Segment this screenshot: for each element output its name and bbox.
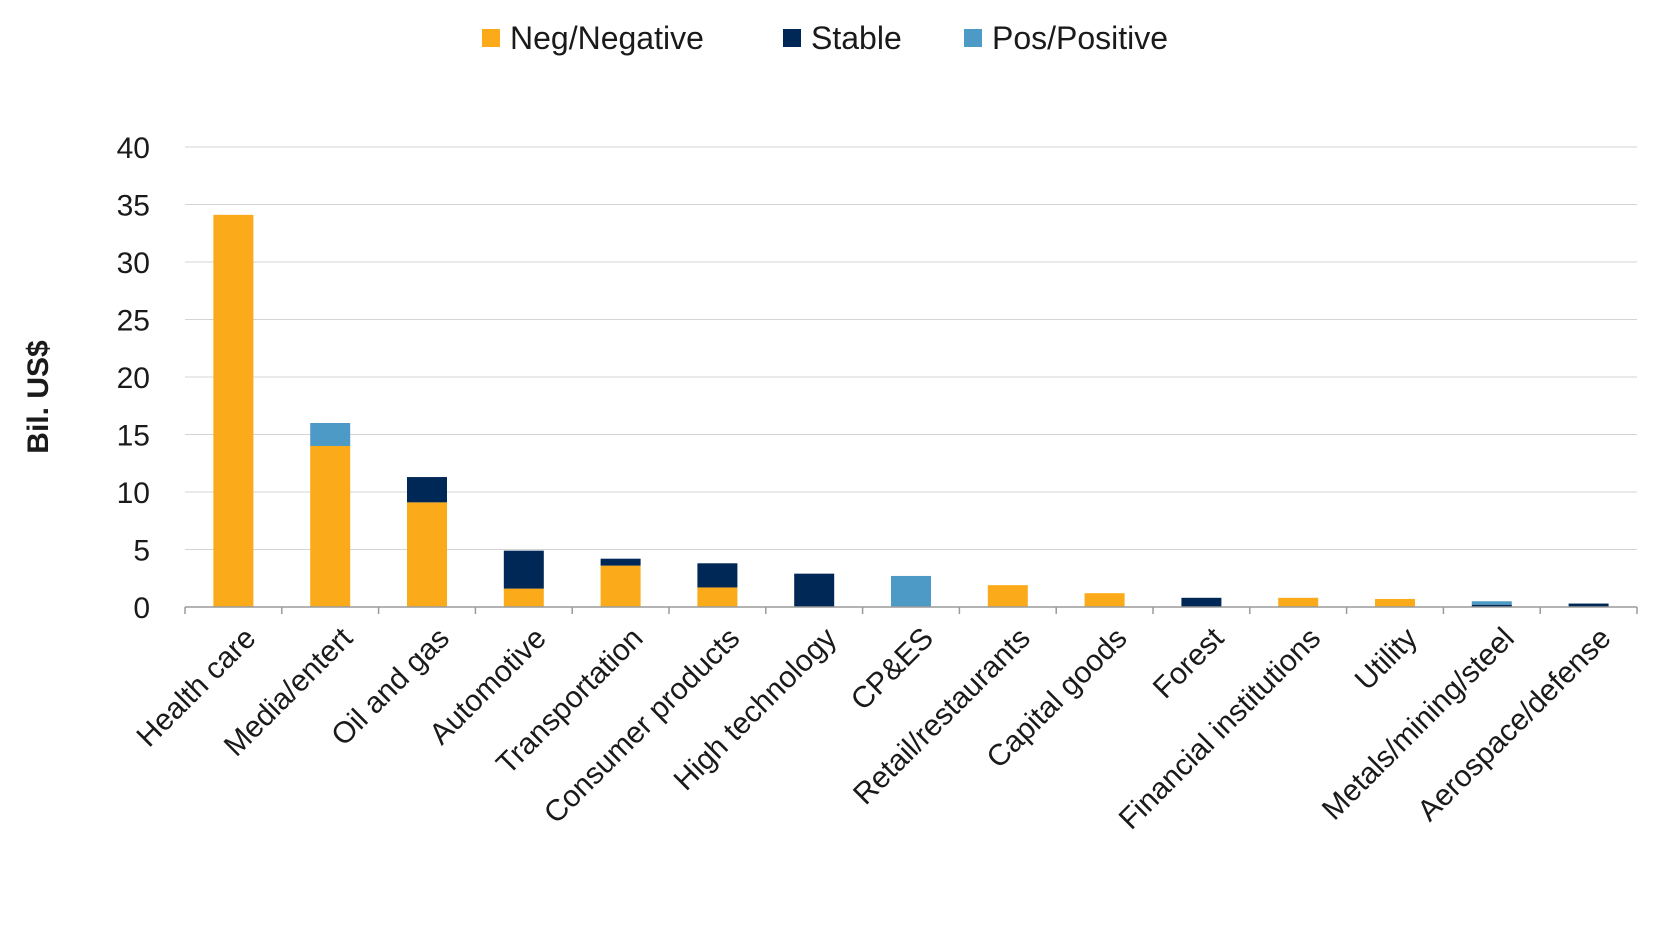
legend: Neg/Negative Stable Pos/Positive: [482, 20, 1168, 56]
bar-segment-stable: [600, 558, 641, 566]
y-tick-label: 25: [117, 305, 150, 338]
x-axis: [184, 606, 1638, 614]
bar-segment-neg: [310, 446, 351, 607]
bar-segment-neg: [407, 502, 447, 607]
y-axis-ticks: 0 5 10 15 20 25 30 35 40: [117, 132, 150, 625]
bar-segment-neg: [697, 587, 738, 607]
bar-segment-neg: [987, 585, 1028, 607]
bar-segment-pos: [310, 423, 351, 446]
legend-swatch-neg: [482, 29, 500, 47]
y-tick-label: 35: [117, 190, 150, 223]
legend-label-stable: Stable: [811, 20, 902, 56]
bar-segment-neg: [213, 214, 254, 607]
x-category-label: Retail/restaurants: [847, 622, 1037, 812]
bar-segment-stable: [1568, 603, 1609, 607]
gridlines: [185, 146, 1637, 550]
bar-segment-stable: [1471, 604, 1512, 607]
bar-segment-pos: [1471, 601, 1512, 605]
bar-segment-stable: [503, 550, 544, 589]
y-tick-label: 40: [117, 132, 150, 165]
legend-swatch-pos: [964, 29, 982, 47]
y-tick-label: 0: [133, 592, 150, 625]
x-category-label: Forest: [1147, 621, 1231, 705]
x-category-label: CP&ES: [845, 622, 940, 717]
bar-segment-neg: [1375, 598, 1415, 607]
legend-swatch-stable: [783, 29, 801, 47]
bar-segment-neg: [503, 588, 544, 607]
x-category-label: Aerospace/defense: [1411, 622, 1617, 828]
x-category-label: High technology: [668, 622, 843, 797]
x-category-label: Metals/mining/steel: [1316, 622, 1521, 827]
bar-segment-neg: [1084, 593, 1125, 607]
legend-label-neg: Neg/Negative: [510, 20, 704, 56]
x-category-label: Utility: [1349, 622, 1424, 697]
y-tick-label: 10: [117, 477, 150, 510]
y-axis-title: Bil. US$: [22, 340, 55, 454]
y-tick-label: 20: [117, 362, 150, 395]
bar-segment-stable: [794, 573, 835, 607]
bar-segment-neg: [600, 565, 641, 607]
bar-segment-stable: [697, 563, 738, 588]
y-tick-label: 15: [117, 420, 150, 453]
y-tick-label: 30: [117, 247, 150, 280]
legend-label-pos: Pos/Positive: [992, 20, 1168, 56]
y-tick-label: 5: [133, 535, 150, 568]
bar-segment-stable: [407, 477, 447, 503]
bar-segment-neg: [1278, 597, 1319, 607]
bar-segment-stable: [1181, 597, 1222, 607]
bar-segment-pos: [891, 575, 931, 607]
bars: [213, 214, 1609, 607]
